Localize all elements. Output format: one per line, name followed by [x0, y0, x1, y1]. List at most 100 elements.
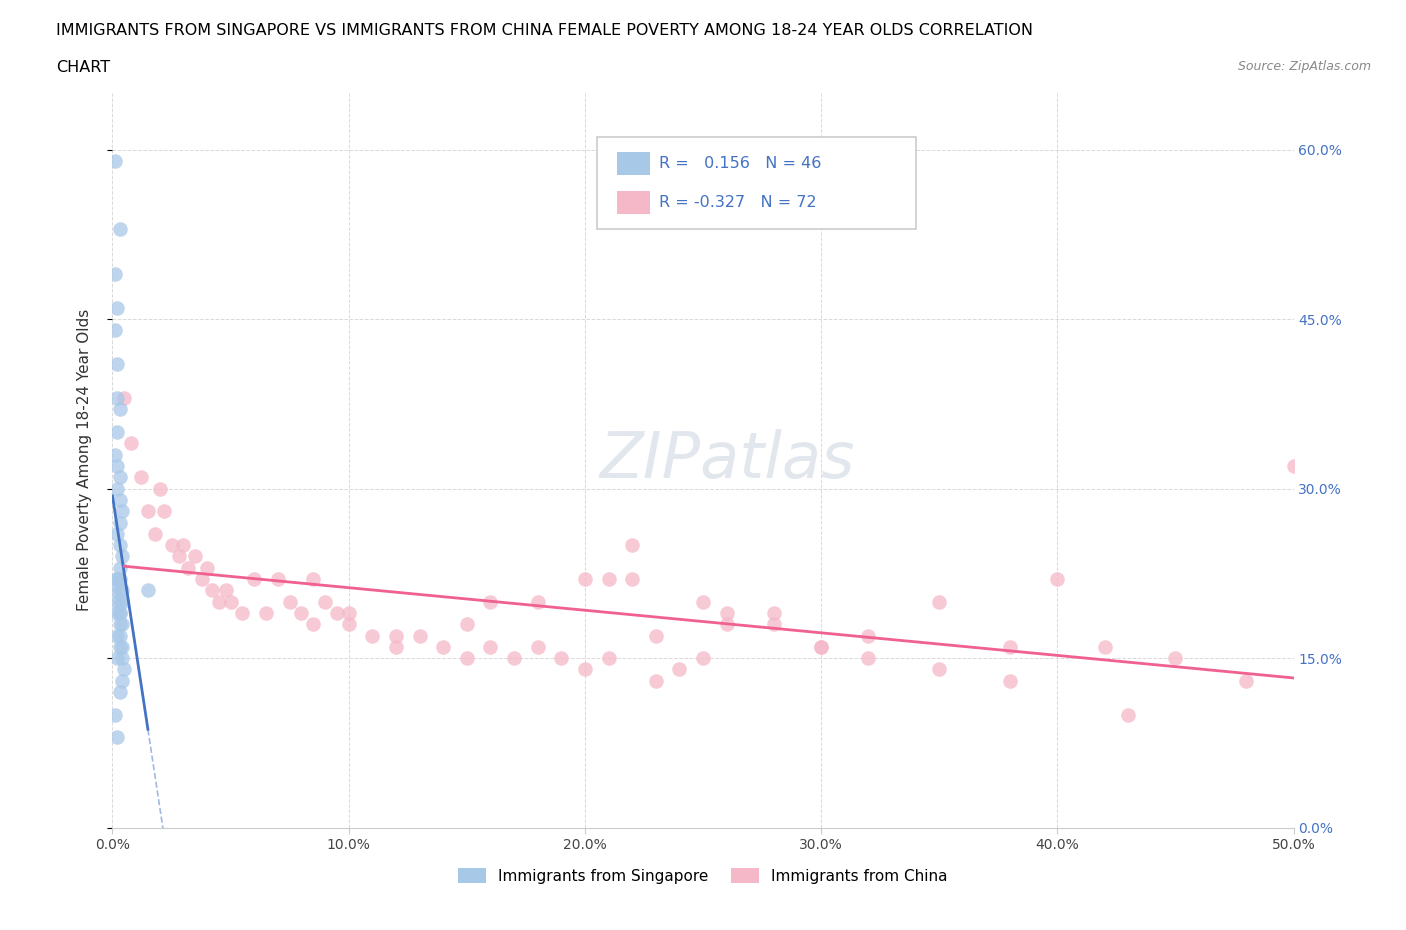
Point [361, 628, 384, 643]
Point [574, 572, 596, 587]
Point [108, 221, 131, 236]
Point [195, 560, 218, 575]
Point [243, 572, 266, 587]
Point [108, 640, 131, 655]
Point [105, 481, 128, 496]
Point [149, 481, 172, 496]
Point [108, 583, 131, 598]
Point [105, 628, 128, 643]
Point [112, 391, 135, 405]
Point [668, 662, 690, 677]
Point [928, 594, 950, 609]
Point [105, 526, 128, 541]
Point [337, 617, 360, 631]
Point [105, 425, 128, 440]
Point [1116, 707, 1139, 722]
FancyBboxPatch shape [617, 152, 650, 176]
Point [1234, 673, 1257, 688]
Point [104, 153, 127, 168]
Point [810, 640, 832, 655]
Point [111, 583, 134, 598]
Point [104, 323, 127, 338]
Point [928, 662, 950, 677]
Point [208, 594, 231, 609]
Point [172, 538, 194, 552]
Point [105, 391, 128, 405]
Point [385, 628, 408, 643]
Point [167, 549, 190, 564]
Point [104, 447, 127, 462]
Point [129, 470, 152, 485]
Point [278, 594, 301, 609]
Point [108, 402, 131, 417]
Point [111, 504, 134, 519]
Point [112, 662, 135, 677]
Point [385, 640, 408, 655]
Point [105, 572, 128, 587]
Point [254, 605, 277, 620]
Point [105, 594, 128, 609]
Point [105, 730, 128, 745]
Point [621, 572, 644, 587]
Point [184, 549, 207, 564]
Point [998, 640, 1021, 655]
Text: R =   0.156   N = 46: R = 0.156 N = 46 [659, 156, 821, 171]
Point [108, 560, 131, 575]
Point [136, 504, 159, 519]
Point [598, 572, 620, 587]
Point [762, 617, 785, 631]
Point [120, 436, 142, 451]
Point [191, 572, 214, 587]
Text: R = -0.327   N = 72: R = -0.327 N = 72 [659, 195, 817, 210]
Point [111, 651, 134, 666]
Point [108, 538, 131, 552]
Text: CHART: CHART [56, 60, 110, 75]
Point [108, 628, 131, 643]
Y-axis label: Female Poverty Among 18-24 Year Olds: Female Poverty Among 18-24 Year Olds [77, 309, 91, 612]
Point [550, 651, 572, 666]
Legend: Immigrants from Singapore, Immigrants from China: Immigrants from Singapore, Immigrants fr… [453, 862, 953, 890]
Point [177, 560, 200, 575]
Point [1046, 572, 1069, 587]
Point [526, 594, 548, 609]
Point [111, 594, 134, 609]
Point [998, 673, 1021, 688]
Point [160, 538, 183, 552]
Point [692, 651, 714, 666]
Point [526, 640, 548, 655]
Point [479, 640, 502, 655]
Point [143, 526, 166, 541]
Point [858, 628, 880, 643]
Point [111, 673, 134, 688]
Point [621, 538, 644, 552]
Point [231, 605, 253, 620]
Point [326, 605, 349, 620]
Point [858, 651, 880, 666]
Point [1094, 640, 1116, 655]
Point [290, 605, 312, 620]
Point [108, 617, 131, 631]
Point [267, 572, 290, 587]
Point [337, 605, 360, 620]
Point [108, 605, 131, 620]
Point [302, 572, 325, 587]
Point [302, 617, 325, 631]
Text: IMMIGRANTS FROM SINGAPORE VS IMMIGRANTS FROM CHINA FEMALE POVERTY AMONG 18-24 YE: IMMIGRANTS FROM SINGAPORE VS IMMIGRANTS … [56, 23, 1033, 38]
Point [456, 617, 478, 631]
Point [104, 707, 127, 722]
Point [105, 357, 128, 372]
Point [644, 673, 666, 688]
Point [108, 594, 131, 609]
Point [108, 572, 131, 587]
Point [108, 493, 131, 508]
Point [105, 572, 128, 587]
FancyBboxPatch shape [617, 191, 650, 214]
Point [105, 458, 128, 473]
Point [762, 605, 785, 620]
Point [1164, 651, 1187, 666]
Point [574, 662, 596, 677]
Point [108, 470, 131, 485]
Point [111, 617, 134, 631]
Point [136, 583, 159, 598]
Text: ZIPatlas: ZIPatlas [599, 430, 855, 491]
